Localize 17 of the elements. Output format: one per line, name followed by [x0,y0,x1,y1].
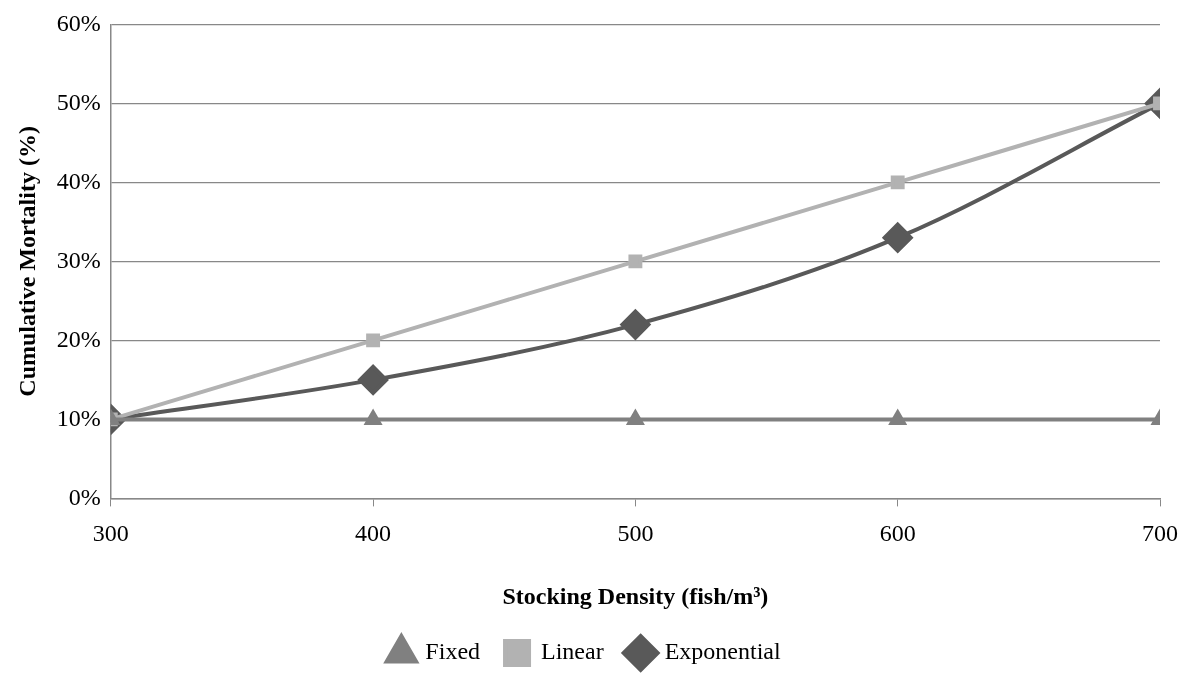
y-tick-label: 30% [56,246,101,273]
y-tick-label: 60% [56,9,101,36]
x-axis-title: Stocking Density (fish/m³) [502,582,769,609]
y-tick-label: 50% [56,88,101,115]
x-tick-label: 500 [617,520,654,547]
y-tick-label: 10% [56,404,101,431]
legend-label: Fixed [425,638,481,665]
x-tick-label: 600 [879,520,916,547]
y-tick-label: 40% [56,167,101,194]
legend-label: Linear [541,638,604,665]
x-tick-label: 300 [92,520,129,547]
y-tick-label: 20% [56,325,101,352]
y-tick-label: 0% [68,483,101,510]
y-axis-title: Cumulative Mortality (%) [13,126,40,397]
x-tick-label: 400 [355,520,392,547]
legend-label: Exponential [664,638,781,665]
x-tick-label: 700 [1142,520,1178,547]
